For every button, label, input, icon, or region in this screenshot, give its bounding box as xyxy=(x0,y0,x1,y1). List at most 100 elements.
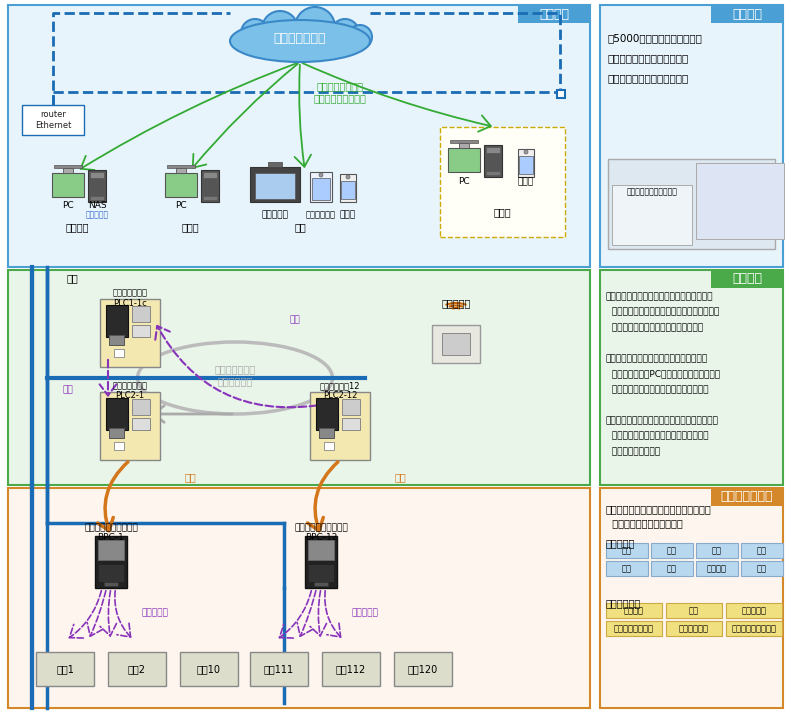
Bar xyxy=(132,306,150,322)
Text: 高速データ収集: 高速データ収集 xyxy=(721,491,774,503)
Text: データ収集: データ収集 xyxy=(351,608,378,617)
Text: 装置120: 装置120 xyxy=(408,664,438,674)
Bar xyxy=(557,90,565,98)
Text: スマホ: スマホ xyxy=(340,210,356,220)
Text: 流量: 流量 xyxy=(712,546,722,555)
Bar xyxy=(52,173,84,197)
Bar xyxy=(651,561,693,576)
Text: BPC-12: BPC-12 xyxy=(305,533,337,543)
Text: PLC1-1c: PLC1-1c xyxy=(113,299,147,307)
Text: サーバ室: サーバ室 xyxy=(65,222,89,232)
Bar xyxy=(114,442,124,450)
Text: 見える化: 見える化 xyxy=(539,8,569,21)
Bar xyxy=(308,540,334,560)
Bar xyxy=(448,148,480,172)
Text: 稼動状態: 稼動状態 xyxy=(707,564,727,573)
Bar xyxy=(314,582,328,586)
Text: 時に収録できます。: 時に収録できます。 xyxy=(606,447,660,456)
Text: データ収集盤12: データ収集盤12 xyxy=(320,381,360,391)
Text: データ収集: データ収集 xyxy=(142,608,168,617)
Bar xyxy=(394,652,452,686)
Bar xyxy=(132,325,150,337)
Text: NAS: NAS xyxy=(88,200,106,210)
Text: PC: PC xyxy=(175,200,187,210)
Bar xyxy=(711,488,783,506)
Bar xyxy=(606,561,648,576)
Text: 大型モニタ: 大型モニタ xyxy=(262,210,289,220)
Text: ・ブラウザで各デバイス対応: ・ブラウザで各デバイス対応 xyxy=(608,73,689,83)
Text: 現場にボックスPCを設け、高速スキャン保: 現場にボックスPCを設け、高速スキャン保 xyxy=(606,369,720,379)
Bar xyxy=(666,603,722,618)
Text: リアルタイム表示
ファイル検索・再生: リアルタイム表示 ファイル検索・再生 xyxy=(313,81,366,103)
Bar xyxy=(100,392,160,460)
Circle shape xyxy=(295,7,335,47)
Bar xyxy=(340,174,356,202)
Bar xyxy=(109,428,124,438)
Text: 計測も製造プロセスデータに合わせて同: 計測も製造プロセスデータに合わせて同 xyxy=(606,431,709,441)
Circle shape xyxy=(346,175,350,179)
Bar xyxy=(711,270,783,288)
Text: ・現場の各データはロット毎にファイル: ・現場の各データはロット毎にファイル xyxy=(606,504,712,514)
Bar xyxy=(322,652,380,686)
Text: フィールドバス通信: フィールドバス通信 xyxy=(732,624,777,633)
Text: 装置2: 装置2 xyxy=(128,664,146,674)
Bar xyxy=(201,170,219,202)
Text: 化し、ひも付管理します。: 化し、ひも付管理します。 xyxy=(606,518,683,528)
Bar xyxy=(203,196,217,200)
Bar xyxy=(22,105,84,135)
Bar xyxy=(63,168,73,173)
Text: シリアル通信: シリアル通信 xyxy=(679,624,709,633)
Text: スマホ: スマホ xyxy=(518,178,534,187)
Circle shape xyxy=(331,19,359,47)
Bar xyxy=(600,5,783,267)
Bar xyxy=(310,172,332,202)
Text: データ収集盤１: データ収集盤１ xyxy=(112,381,147,391)
Bar xyxy=(442,333,470,355)
Bar xyxy=(741,543,783,558)
Ellipse shape xyxy=(230,20,370,62)
Bar xyxy=(250,652,308,686)
Text: でまとめ、安定したトラフィックに負荷をか: でまとめ、安定したトラフィックに負荷をか xyxy=(606,307,719,317)
Bar xyxy=(104,582,118,586)
Text: 装置10: 装置10 xyxy=(197,664,221,674)
Text: 湿度: 湿度 xyxy=(667,546,677,555)
Bar xyxy=(132,399,150,415)
Bar xyxy=(651,543,693,558)
Text: ゴミ燃焼プロセスフロー: ゴミ燃焼プロセスフロー xyxy=(626,188,677,197)
Bar xyxy=(8,488,590,708)
Bar xyxy=(440,127,565,237)
Text: PC: PC xyxy=(458,178,470,187)
Text: タッチパネル: タッチパネル xyxy=(306,210,336,220)
Bar xyxy=(308,564,334,582)
Bar xyxy=(250,167,300,202)
Bar xyxy=(180,652,238,686)
Text: PLC2-12: PLC2-12 xyxy=(323,391,358,401)
Text: イーサネット通信: イーサネット通信 xyxy=(614,624,654,633)
Bar xyxy=(316,398,338,430)
Bar xyxy=(88,170,106,202)
Bar xyxy=(342,418,360,430)
Text: 保存: 保存 xyxy=(394,472,406,482)
Text: 事務所: 事務所 xyxy=(181,222,199,232)
Text: 装置112: 装置112 xyxy=(336,664,366,674)
Bar xyxy=(726,621,782,636)
Text: 工場: 工場 xyxy=(294,222,306,232)
Bar xyxy=(726,603,782,618)
Bar xyxy=(600,488,783,708)
Text: 装置111: 装置111 xyxy=(264,664,294,674)
Bar xyxy=(8,5,590,267)
Text: 存、サーバへファイル転送保存します。: 存、サーバへファイル転送保存します。 xyxy=(606,385,709,394)
Circle shape xyxy=(319,173,323,177)
Bar xyxy=(167,165,195,168)
Text: 接点: 接点 xyxy=(689,606,699,615)
Bar xyxy=(132,418,150,430)
Text: 振動: 振動 xyxy=(622,564,632,573)
Bar xyxy=(108,652,166,686)
Bar xyxy=(305,536,337,588)
Text: 製番: 製番 xyxy=(757,564,767,573)
Bar xyxy=(310,392,370,460)
Circle shape xyxy=(241,19,269,47)
Bar xyxy=(459,143,469,148)
Text: ・グラフィックで視認性向上: ・グラフィックで視認性向上 xyxy=(608,53,689,63)
Text: インターネット: インターネット xyxy=(274,33,326,46)
